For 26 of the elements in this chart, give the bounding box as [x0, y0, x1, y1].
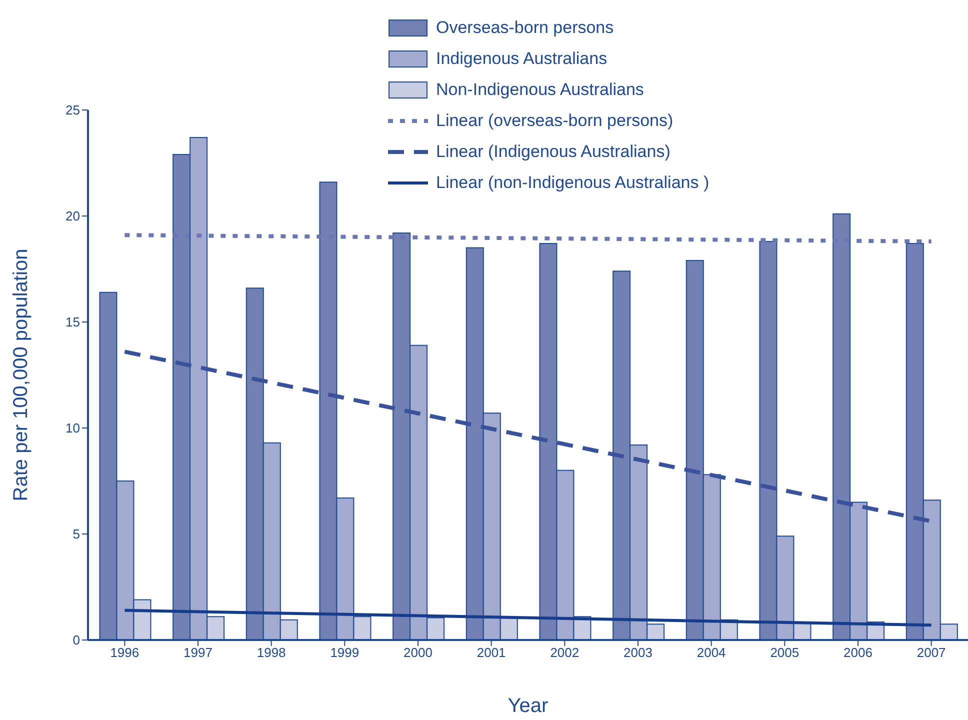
x-tick-label: 1998 [256, 645, 286, 660]
x-tick-label: 2006 [844, 645, 872, 660]
y-axis-title: Rate per 100,000 population [10, 248, 32, 502]
legend-label: Indigenous Australians [436, 48, 608, 68]
x-tick-label: 2005 [770, 645, 800, 660]
x-tick-label: 2000 [404, 645, 432, 660]
y-tick-label: 10 [66, 420, 80, 436]
x-tick-label: 2004 [696, 645, 726, 660]
x-axis-title: Year [508, 695, 549, 717]
y-tick-label: 0 [72, 632, 80, 648]
legend-label: Linear (non-Indigenous Australians ) [436, 172, 710, 192]
y-tick-label: 20 [66, 208, 80, 224]
y-tick-label: 25 [66, 102, 80, 118]
x-tick-label: 2003 [624, 645, 652, 660]
x-tick-label: 2002 [550, 645, 580, 660]
y-tick-label: 15 [66, 314, 80, 330]
legend-label: Non-Indigenous Australians [436, 80, 644, 100]
legend-label: Overseas-born persons [436, 18, 614, 38]
legend-label: Linear (overseas-born persons) [436, 110, 674, 130]
x-tick-label: 2001 [476, 645, 506, 660]
x-tick-label: 1999 [330, 645, 360, 660]
y-tick-label: 5 [72, 526, 80, 542]
x-tick-label: 2007 [916, 645, 946, 660]
legend-label: Linear (Indigenous Australians) [436, 142, 670, 162]
x-tick-label: 1996 [110, 645, 140, 660]
x-tick-label: 1997 [184, 645, 212, 660]
